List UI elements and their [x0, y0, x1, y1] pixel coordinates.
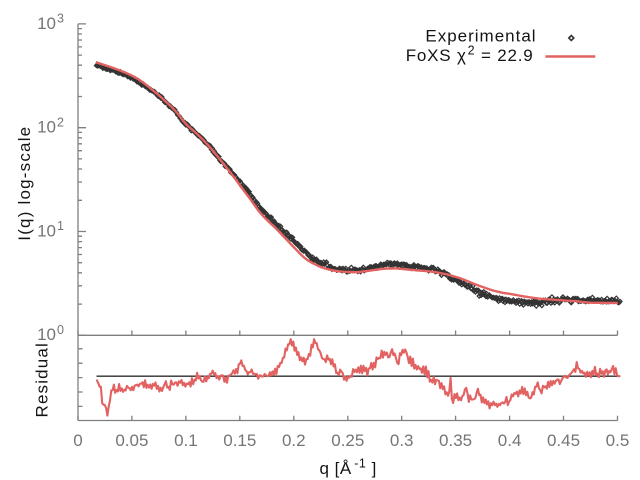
svg-text:Experimental: Experimental — [425, 27, 536, 46]
svg-text:0: 0 — [73, 431, 82, 450]
svg-text:0.4: 0.4 — [498, 431, 522, 450]
svg-text:0.25: 0.25 — [331, 431, 364, 450]
svg-text:0.2: 0.2 — [282, 431, 306, 450]
svg-text:0: 0 — [57, 323, 64, 337]
svg-text:0.15: 0.15 — [223, 431, 256, 450]
svg-text:FoXS χ2 = 22.9: FoXS χ2 = 22.9 — [406, 43, 534, 65]
svg-text:Residual: Residual — [32, 342, 51, 417]
svg-text:10: 10 — [37, 14, 56, 33]
svg-text:0.1: 0.1 — [174, 431, 198, 450]
svg-text:2: 2 — [57, 115, 64, 129]
svg-text:0.05: 0.05 — [115, 431, 148, 450]
svg-text:q [Å-1 ]: q [Å -1 ] — [320, 457, 377, 478]
svg-text:1: 1 — [57, 219, 64, 233]
svg-text:10: 10 — [37, 325, 56, 344]
svg-text:10: 10 — [37, 118, 56, 137]
svg-text:I(q) log-scale: I(q) log-scale — [15, 126, 34, 241]
svg-text:3: 3 — [57, 12, 64, 26]
svg-text:0.35: 0.35 — [439, 431, 472, 450]
svg-text:10: 10 — [37, 221, 56, 240]
svg-text:0.3: 0.3 — [390, 431, 414, 450]
svg-text:0.5: 0.5 — [606, 431, 630, 450]
svg-text:0.45: 0.45 — [547, 431, 580, 450]
